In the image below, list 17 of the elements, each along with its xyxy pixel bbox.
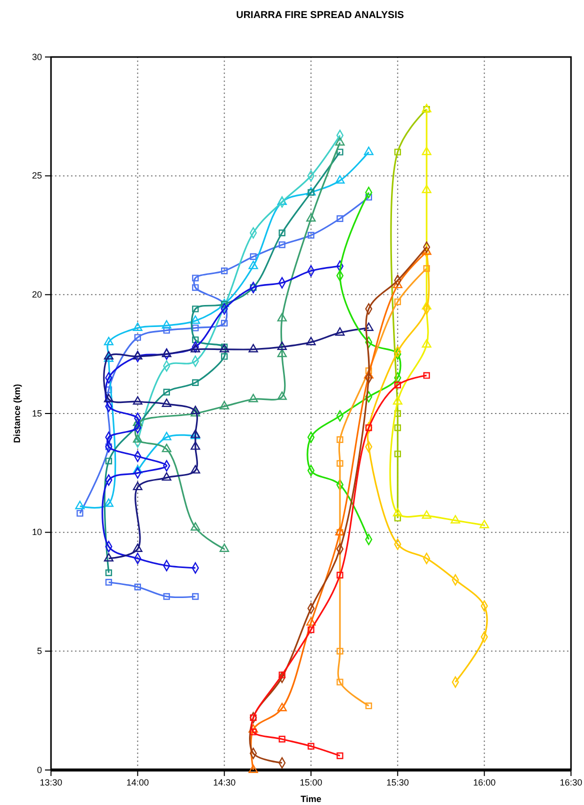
x-tick-label: 15:30: [386, 777, 409, 788]
x-axis-title: Time: [300, 794, 322, 804]
x-tick-label: 13:30: [40, 777, 62, 788]
y-tick-label: 20: [32, 290, 42, 300]
x-tick-label: 15:00: [300, 777, 322, 788]
y-tick-label: 10: [32, 527, 42, 538]
y-tick-label: 25: [32, 170, 42, 181]
x-tick-label: 16:30: [560, 777, 582, 788]
chart-title: URIARRA FIRE SPREAD ANALYSIS: [236, 10, 404, 21]
y-tick-label: 15: [32, 408, 42, 418]
y-tick-label: 0: [36, 764, 42, 775]
y-axis-title: Distance (km): [12, 384, 22, 444]
x-tick-label: 16:00: [473, 777, 496, 788]
x-tick-label: 14:00: [126, 777, 149, 788]
y-tick-label: 30: [32, 52, 42, 62]
x-tick-label: 14:30: [213, 777, 236, 788]
y-tick-label: 5: [36, 646, 42, 656]
